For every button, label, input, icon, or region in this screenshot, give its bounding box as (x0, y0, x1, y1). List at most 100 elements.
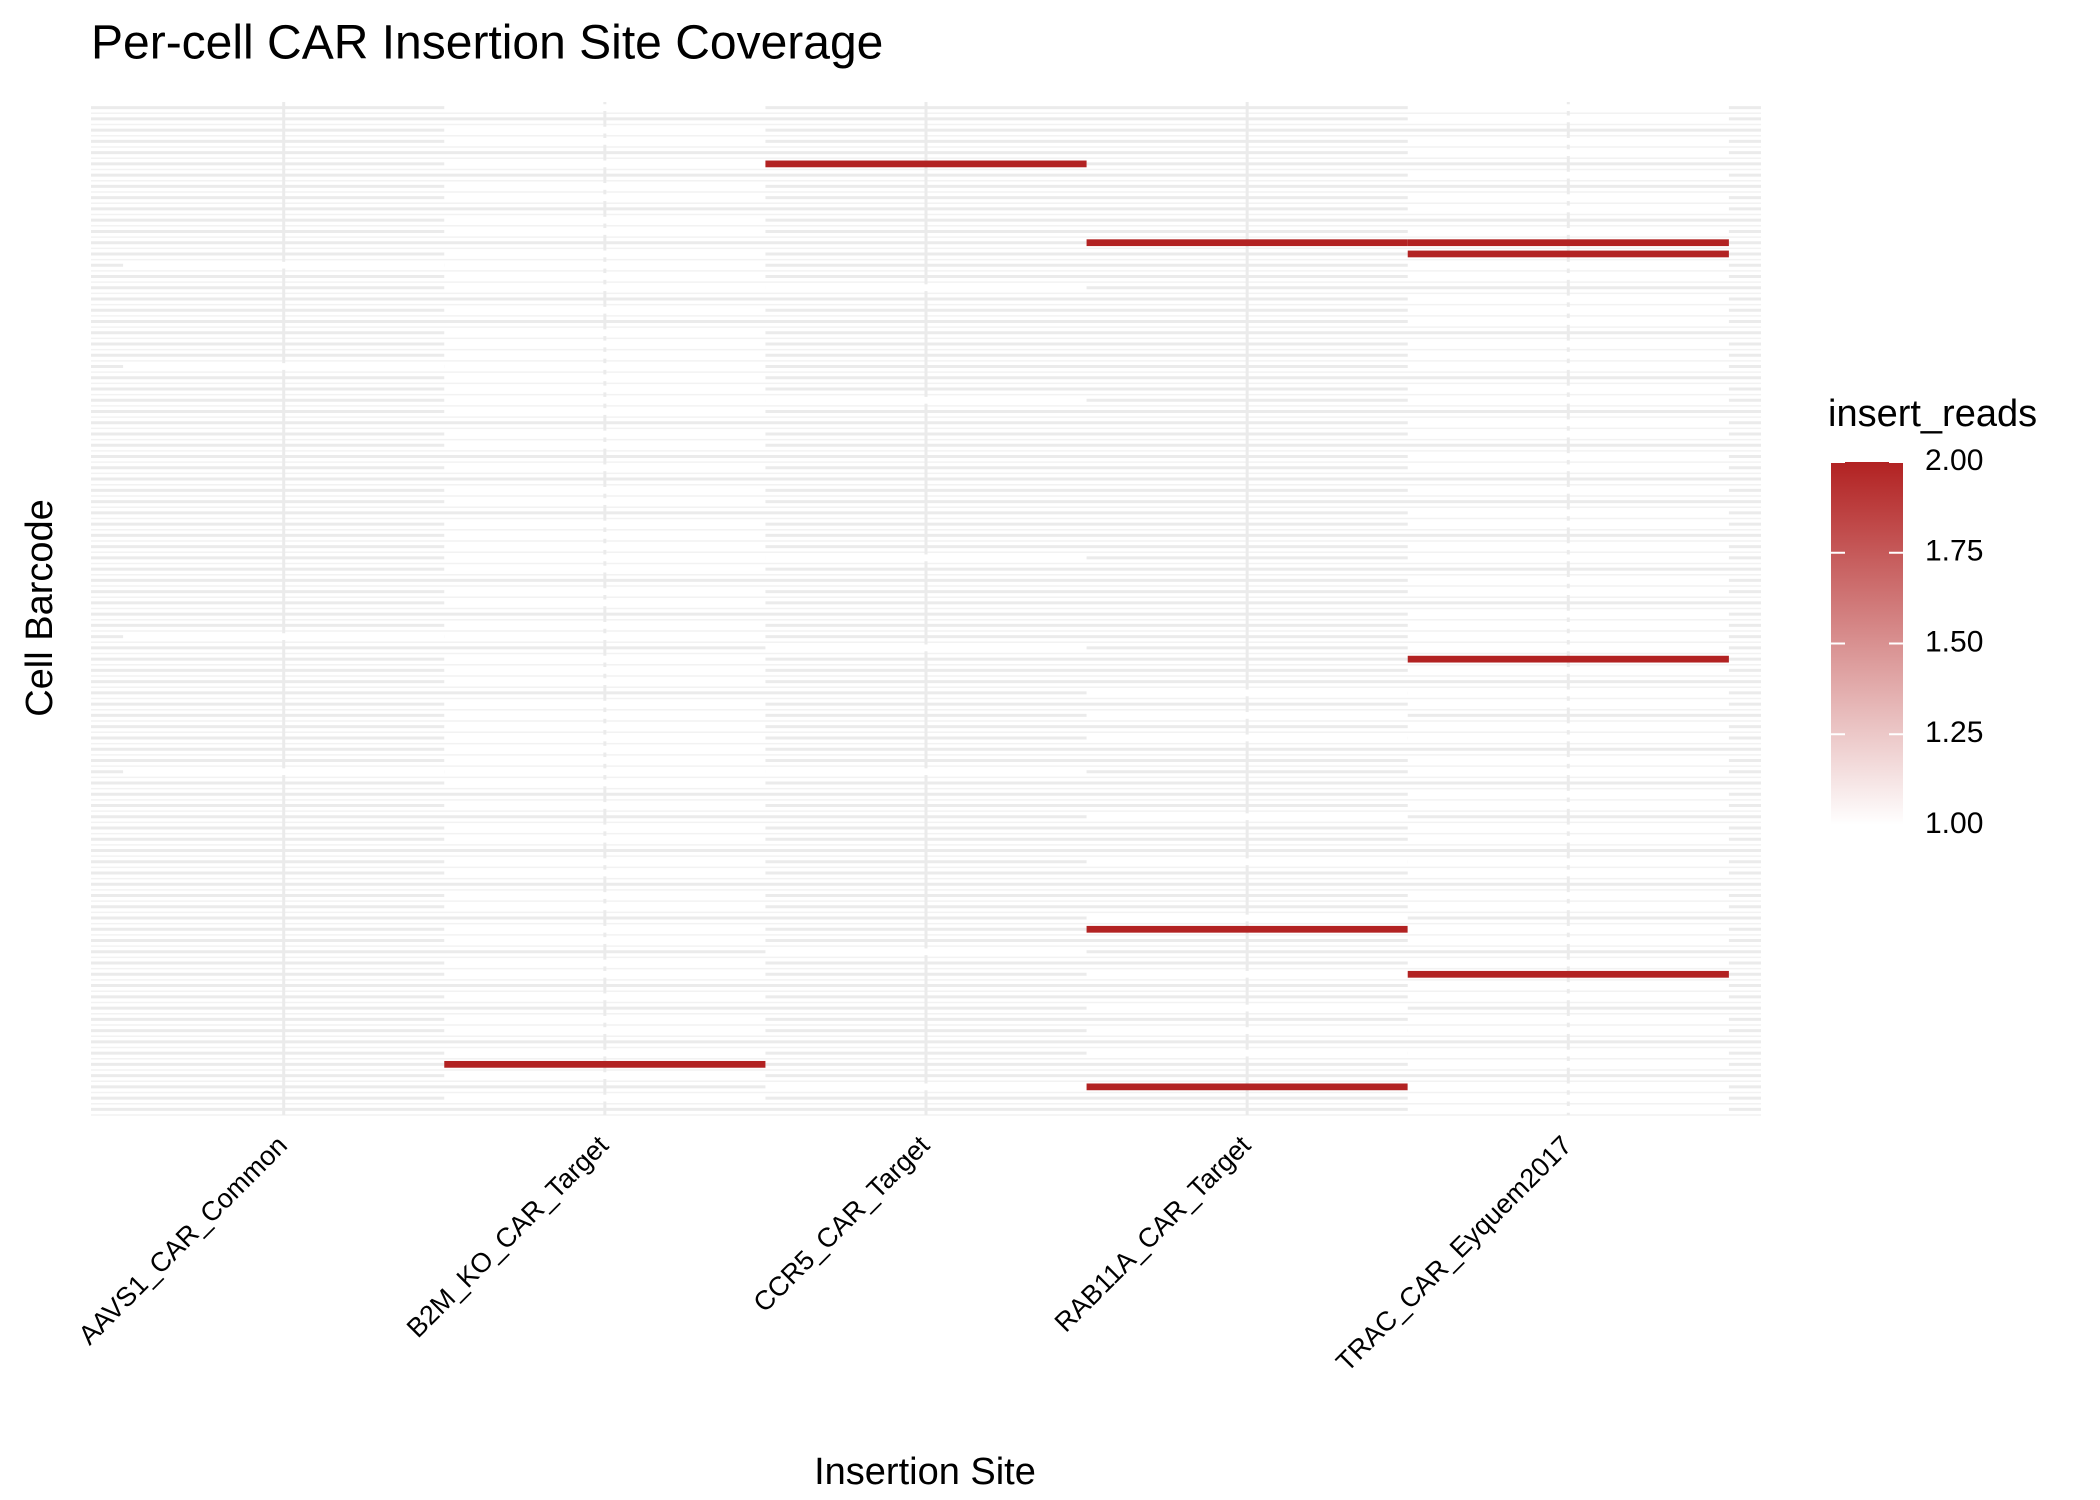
tile (444, 160, 766, 168)
tile (1086, 239, 1408, 247)
tile (444, 959, 766, 967)
tile (444, 824, 766, 832)
tile (1407, 723, 1729, 731)
tile (1407, 306, 1729, 314)
tile (444, 306, 766, 314)
tile (1407, 790, 1729, 798)
tile (1407, 138, 1729, 145)
tile (444, 363, 766, 370)
tile (444, 396, 766, 404)
tile (1407, 464, 1729, 472)
tile (765, 768, 1087, 776)
tile (1086, 813, 1408, 821)
tile (1407, 318, 1729, 325)
tile (444, 126, 766, 134)
tile (444, 374, 766, 382)
tile (444, 250, 766, 258)
tile (1407, 824, 1729, 832)
tile (1407, 363, 1729, 370)
tile (444, 723, 766, 731)
tile (444, 757, 766, 764)
tile (444, 531, 766, 539)
tile (123, 768, 445, 776)
tile (444, 993, 766, 1001)
tile (444, 768, 766, 776)
tile (1407, 802, 1729, 809)
tile (1407, 970, 1729, 978)
tile (1407, 385, 1729, 393)
tile (444, 194, 766, 202)
tile (444, 261, 766, 269)
tile (444, 430, 766, 438)
tile (1407, 1094, 1729, 1102)
tile (1407, 205, 1729, 213)
tile (1407, 171, 1729, 179)
tile (1086, 914, 1408, 922)
tile (444, 1060, 766, 1068)
tile (1407, 667, 1729, 674)
tile (444, 667, 766, 674)
tile (444, 543, 766, 550)
tile (1086, 734, 1408, 742)
tile (444, 340, 766, 348)
x-tick-label: RAB11A_CAR_Target (1049, 1130, 1257, 1338)
x-tick-label: AAVS1_CAR_Common (73, 1130, 293, 1350)
tile (444, 835, 766, 843)
x-tick-label: TRAC_CAR_Eyquem2017 (1330, 1130, 1577, 1377)
chart-title: Per-cell CAR Insertion Site Coverage (91, 17, 883, 70)
tile (444, 498, 766, 505)
tile (1086, 1004, 1408, 1012)
tile (1407, 768, 1729, 776)
tile (1407, 689, 1729, 697)
tile (1407, 869, 1729, 877)
tile (1407, 295, 1729, 303)
tile (444, 700, 766, 708)
tile (444, 588, 766, 595)
tile (123, 261, 445, 269)
tile (1407, 959, 1729, 967)
tile (444, 228, 766, 235)
tile (1407, 1015, 1729, 1023)
tile (444, 970, 766, 978)
tile (444, 869, 766, 877)
tile (1407, 149, 1729, 157)
tile (444, 925, 766, 933)
tile (1407, 700, 1729, 708)
tile (1086, 689, 1408, 697)
tile (1407, 351, 1729, 359)
tile (765, 284, 1087, 292)
tile (1407, 239, 1729, 247)
tile (1407, 757, 1729, 764)
tile (444, 273, 766, 280)
tile (444, 104, 766, 112)
tile (1407, 194, 1729, 202)
tile (444, 655, 766, 663)
tile (1407, 396, 1729, 404)
tile (1407, 1027, 1729, 1034)
tile (1407, 993, 1729, 1001)
tile (1407, 937, 1729, 944)
tile (1407, 633, 1729, 641)
tile (1407, 982, 1729, 989)
x-tick-label: CCR5_CAR_Target (747, 1130, 935, 1318)
tile (1086, 1027, 1408, 1034)
tile (444, 565, 766, 573)
tile (1086, 712, 1408, 719)
tile (1407, 925, 1729, 933)
tile (444, 464, 766, 472)
tile (444, 216, 766, 224)
tile (1407, 588, 1729, 595)
colorbar-label: 1.75 (1925, 535, 1983, 568)
tile (444, 633, 766, 641)
tile (444, 1049, 766, 1057)
tile (444, 678, 766, 686)
tile (765, 948, 1087, 956)
tile (1407, 261, 1729, 269)
tile (444, 554, 766, 562)
tile (1407, 520, 1729, 528)
tile (444, 385, 766, 393)
tile (444, 802, 766, 809)
tile (765, 644, 1087, 652)
tile (1407, 644, 1729, 652)
tile (444, 329, 766, 337)
